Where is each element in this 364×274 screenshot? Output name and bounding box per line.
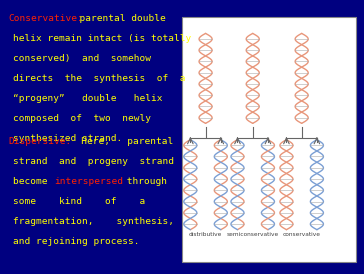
Text: semiconservative: semiconservative: [226, 232, 279, 237]
Text: composed  of  two  newly: composed of two newly: [13, 114, 151, 123]
Text: fragmentation,    synthesis,: fragmentation, synthesis,: [13, 217, 174, 226]
Text: conserved)  and  somehow: conserved) and somehow: [13, 54, 151, 63]
Text: some    kind    of    a: some kind of a: [13, 197, 146, 206]
Text: Here,   parental: Here, parental: [64, 137, 173, 146]
Text: conservative: conservative: [283, 232, 321, 237]
Text: become: become: [13, 177, 54, 186]
Text: distributive: distributive: [189, 232, 222, 237]
Text: through: through: [121, 177, 167, 186]
Text: synthesized strand.: synthesized strand.: [13, 134, 123, 143]
Text: directs  the  synthesis  of  a: directs the synthesis of a: [13, 74, 186, 83]
Text: “progeny”   double   helix: “progeny” double helix: [13, 94, 163, 103]
Text: strand  and  progeny  strand: strand and progeny strand: [13, 157, 174, 166]
Text: interspersed: interspersed: [54, 177, 123, 186]
Text: Dispersive:: Dispersive:: [8, 137, 71, 146]
Text: and rejoining process.: and rejoining process.: [13, 236, 140, 246]
Text: helix remain intact (is totally: helix remain intact (is totally: [13, 34, 191, 43]
Text: parental double: parental double: [68, 14, 166, 23]
FancyBboxPatch shape: [182, 17, 356, 262]
Text: Conservative:: Conservative:: [8, 14, 83, 23]
